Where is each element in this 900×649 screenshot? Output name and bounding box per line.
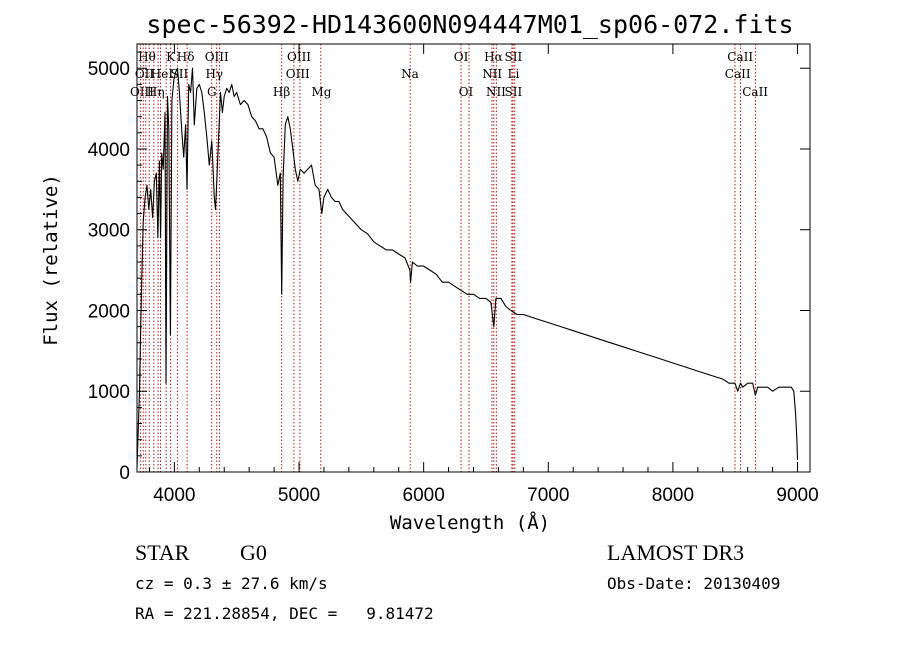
line-id-label: CaII — [742, 85, 768, 99]
y-tick-label: 3000 — [88, 221, 130, 242]
line-id-label: OIII — [287, 50, 311, 64]
line-id-label: OI — [454, 50, 469, 64]
coordinates: RA = 221.28854, DEC = 9.81472 — [135, 604, 434, 623]
line-id-label: Mg — [311, 85, 331, 99]
line-id-label: NII — [486, 85, 506, 99]
plot-frame — [136, 43, 811, 473]
line-id-label: SII — [505, 85, 523, 99]
x-tick-label: 6000 — [403, 485, 445, 506]
y-tick-label: 2000 — [88, 301, 130, 322]
line-id-label: Hη — [147, 85, 165, 99]
line-id-label: Hβ — [273, 85, 290, 99]
y-tick-label: 5000 — [88, 59, 130, 80]
line-id-label: Hγ — [205, 67, 223, 81]
spectral-subclass: G0 — [240, 540, 267, 565]
y-tick-label: 1000 — [88, 382, 130, 403]
chart-title: spec-56392-HD143600N094447M01_sp06-072.f… — [146, 10, 793, 39]
line-id-label: K — [166, 50, 176, 64]
line-id-label: SII — [171, 67, 189, 81]
line-id-label: Na — [401, 67, 419, 81]
x-tick-label: 4000 — [153, 485, 195, 506]
line-id-label: CaII — [727, 50, 753, 64]
x-tick-label: 8000 — [652, 485, 694, 506]
line-id-label: Hδ — [177, 50, 195, 64]
line-id-label: OIII — [205, 50, 229, 64]
x-tick-label: 7000 — [527, 485, 569, 506]
line-id-label: OIII — [286, 67, 310, 81]
line-id-label: NII — [482, 67, 502, 81]
survey-name: LAMOST DR3 — [607, 540, 744, 565]
observation-date: Obs-Date: 20130409 — [607, 574, 780, 593]
line-id-label: G — [207, 85, 217, 99]
line-id-label: OIII — [130, 85, 154, 99]
x-tick-label: 5000 — [278, 485, 320, 506]
line-id-label: HeI — [151, 67, 174, 81]
redshift-info: cz = 0.3 ± 27.6 km/s — [135, 574, 328, 593]
y-axis-label: Flux (relative) — [40, 174, 62, 346]
line-id-label: SII — [505, 50, 523, 64]
line-id-label: Li — [507, 67, 519, 81]
x-axis-label: Wavelength (Å) — [390, 511, 550, 534]
line-id-label: Hα — [484, 50, 503, 64]
line-id-label: OI — [459, 85, 474, 99]
x-tick-label: 9000 — [776, 485, 818, 506]
flux-series-line — [136, 67, 799, 469]
line-id-label: OII — [135, 67, 155, 81]
y-tick-label: 0 — [119, 463, 130, 484]
y-tick-label: 4000 — [88, 140, 130, 161]
line-id-label: CaII — [725, 67, 751, 81]
object-type: STAR — [135, 540, 190, 565]
line-id-label: Hθ — [138, 50, 156, 64]
